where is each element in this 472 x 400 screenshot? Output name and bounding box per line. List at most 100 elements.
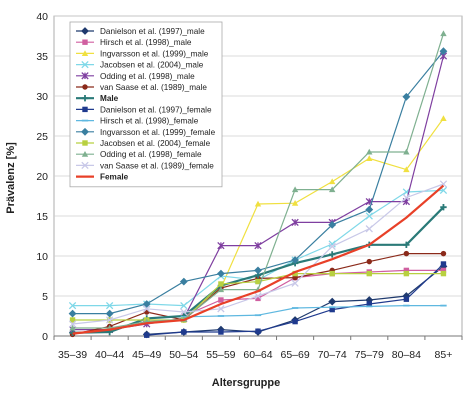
- legend-label: Hirsch et al. (1998)_female: [100, 117, 199, 126]
- data-point: [440, 250, 447, 257]
- data-point: [255, 295, 261, 302]
- y-tick-label: 40: [36, 11, 48, 23]
- data-point: [365, 212, 373, 220]
- data-point: [105, 301, 114, 310]
- data-point: [105, 309, 114, 318]
- data-point: [180, 301, 188, 310]
- series-line: [183, 269, 444, 317]
- data-point: [328, 240, 336, 248]
- y-tick-label: 30: [36, 91, 48, 103]
- legend-label: Odding et al. (1998)_female: [100, 150, 202, 159]
- data-point: [365, 205, 374, 214]
- data-point: [292, 270, 298, 277]
- data-point: [403, 296, 410, 302]
- data-point: [254, 292, 262, 300]
- y-tick-label: 20: [36, 171, 48, 183]
- legend: Danielson et al. (1997)_male Hirsch et al…: [69, 21, 223, 188]
- data-point: [81, 161, 89, 170]
- series-line: [183, 305, 444, 318]
- data-point: [328, 297, 337, 306]
- x-axis-title: Altersgruppe: [212, 377, 280, 389]
- x-tick-label: 55–59: [206, 349, 235, 361]
- x-tick-label: 45–49: [132, 349, 161, 361]
- data-point: [403, 267, 410, 274]
- data-point: [81, 127, 89, 136]
- legend-box: [69, 21, 223, 188]
- data-point: [366, 155, 373, 161]
- legend-item: Danielson et al. (1997)_female: [76, 105, 212, 114]
- data-point: [218, 329, 224, 335]
- data-point: [403, 270, 410, 277]
- legend-item: Odding et al. (1998)_male: [76, 72, 195, 81]
- legend-label: Male: [100, 94, 119, 103]
- data-point: [68, 301, 77, 310]
- data-point: [440, 204, 447, 211]
- axis-layer: 0 5 10 15 20 25 30 35 40 35–39 40–44 45–49 50–54 55–5…: [36, 11, 463, 361]
- data-point: [291, 279, 299, 287]
- data-point: [366, 258, 372, 265]
- legend-item: Jacobsen et al. (2004)_male: [76, 61, 204, 70]
- data-point: [81, 50, 89, 56]
- legend-item: van Saase et al. (1989)_male: [76, 83, 207, 92]
- y-tick-label: 25: [36, 131, 48, 143]
- data-point: [254, 266, 262, 275]
- data-point: [68, 309, 77, 318]
- data-point: [217, 286, 225, 293]
- y-tick-label: 35: [36, 51, 48, 63]
- data-point: [105, 316, 114, 324]
- data-point: [218, 281, 224, 287]
- series-8: [180, 304, 447, 318]
- data-point: [254, 241, 262, 250]
- x-tick-label: 35–39: [58, 349, 87, 361]
- data-point: [440, 30, 447, 37]
- data-point: [328, 178, 336, 185]
- legend-item: Ingvarsson et al. (1999)_male: [76, 49, 209, 58]
- y-axis-title: Prävalenz [%]: [5, 142, 17, 214]
- series-13: [72, 184, 445, 335]
- data-point: [291, 200, 299, 206]
- data-point: [365, 225, 373, 233]
- data-point: [328, 251, 336, 258]
- series-9: [68, 47, 448, 318]
- legend-item: Ingvarsson et al. (1999)_female: [76, 128, 216, 137]
- data-point: [82, 140, 88, 146]
- data-point: [403, 166, 410, 173]
- data-point: [403, 250, 410, 257]
- data-point: [144, 332, 150, 338]
- data-point: [255, 328, 261, 334]
- data-point: [366, 301, 372, 307]
- legend-item: Odding et al. (1998)_female: [76, 150, 202, 159]
- series-layer: [68, 30, 448, 339]
- series-line: [183, 118, 444, 317]
- legend-label: Hirsch et al. (1998)_male: [100, 38, 192, 47]
- data-point: [440, 261, 447, 267]
- data-point: [254, 200, 262, 207]
- data-point: [218, 297, 224, 303]
- legend-label: van Saase et al. (1989)_male: [100, 83, 207, 92]
- data-point: [366, 270, 372, 277]
- legend-label: Jacobsen et al. (2004)_male: [100, 61, 204, 70]
- data-point: [328, 220, 337, 229]
- data-point: [439, 47, 448, 56]
- x-tick-label: 50–54: [169, 349, 198, 361]
- data-point: [329, 270, 335, 277]
- data-point: [181, 329, 187, 335]
- data-point: [82, 106, 88, 113]
- data-point: [81, 72, 89, 80]
- series-7: [144, 261, 447, 338]
- legend-item: van Saase et al. (1989)_female: [76, 161, 214, 170]
- data-point: [403, 241, 410, 248]
- data-point: [329, 306, 335, 313]
- data-point: [180, 308, 188, 316]
- data-point: [217, 241, 225, 250]
- data-point: [291, 186, 299, 193]
- legend-label: Danielson et al. (1997)_male: [100, 27, 205, 36]
- legend-label: Ingvarsson et al. (1999)_male: [100, 49, 209, 58]
- data-point: [291, 256, 299, 264]
- legend-label: Jacobsen et al. (2004)_female: [100, 139, 211, 148]
- data-point: [217, 305, 225, 313]
- data-point: [81, 60, 89, 69]
- legend-label: van Saase et al. (1989)_female: [100, 161, 214, 170]
- data-point: [142, 300, 151, 308]
- data-point: [69, 324, 76, 331]
